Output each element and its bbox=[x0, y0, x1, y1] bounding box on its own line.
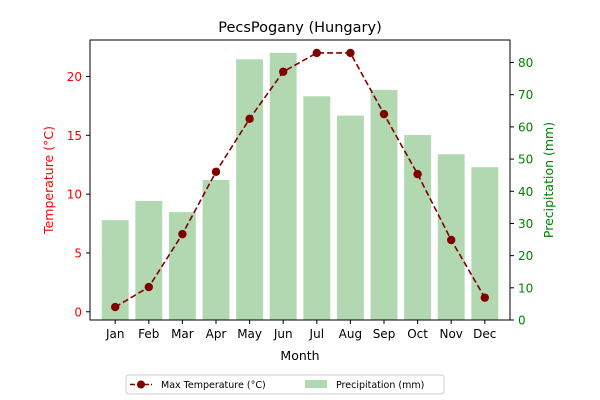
x-tick-label-jul: Jul bbox=[309, 327, 324, 341]
x-tick-label-apr: Apr bbox=[206, 327, 227, 341]
temp-point-aug bbox=[346, 48, 355, 58]
x-tick-label-sep: Sep bbox=[373, 327, 396, 341]
temp-point-may bbox=[245, 114, 254, 124]
right-tick-label: 30 bbox=[518, 217, 533, 231]
precip-bar-aug bbox=[336, 115, 364, 320]
left-y-axis: 0 5 10 15 20 bbox=[67, 70, 90, 319]
legend-label-precipitation: Precipitation (mm) bbox=[336, 380, 424, 391]
x-tick-label-jan: Jan bbox=[105, 327, 125, 341]
legend: Max Temperature (°C) Precipitation (mm) bbox=[125, 374, 445, 395]
precip-bar-jun bbox=[269, 52, 297, 320]
left-y-axis-label: Temperature (°C) bbox=[41, 126, 56, 235]
x-tick-label-aug: Aug bbox=[339, 327, 362, 341]
temp-point-apr bbox=[211, 167, 221, 176]
temp-point-jun bbox=[279, 67, 288, 76]
right-y-axis: 0 10 20 30 40 50 60 70 80 bbox=[510, 56, 533, 328]
right-tick-label: 50 bbox=[518, 153, 533, 167]
left-tick-label: 0 bbox=[74, 305, 82, 319]
temperature-line bbox=[111, 48, 489, 312]
precip-bar-apr bbox=[202, 180, 230, 320]
legend-box bbox=[125, 374, 445, 395]
precipitation-bars bbox=[101, 52, 499, 321]
x-tick-label-feb: Feb bbox=[138, 327, 159, 341]
x-tick-label-oct: Oct bbox=[407, 327, 428, 341]
x-tick-label-mar: Mar bbox=[171, 327, 194, 341]
temp-point-oct bbox=[413, 169, 422, 179]
right-tick-label: 0 bbox=[518, 314, 526, 328]
x-tick-label-may: May bbox=[237, 327, 262, 341]
temp-point-jan bbox=[111, 302, 120, 312]
x-axis-label: Month bbox=[280, 348, 319, 363]
left-tick-label: 5 bbox=[74, 246, 82, 260]
temp-point-jul bbox=[312, 48, 321, 58]
precip-bar-may bbox=[236, 59, 264, 321]
precip-bar-jul bbox=[303, 96, 331, 320]
right-tick-label: 80 bbox=[518, 56, 533, 70]
right-y-axis-label: Precipitation (mm) bbox=[541, 122, 556, 238]
temp-point-nov bbox=[447, 235, 456, 245]
legend-label-temperature: Max Temperature (°C) bbox=[161, 380, 266, 391]
precip-bar-sep bbox=[370, 89, 398, 320]
left-tick-label: 10 bbox=[67, 188, 82, 202]
x-tick-label-dec: Dec bbox=[473, 327, 496, 341]
legend-bar-swatch bbox=[305, 380, 327, 388]
right-tick-label: 70 bbox=[518, 88, 533, 102]
x-tick-label-nov: Nov bbox=[439, 327, 462, 341]
x-tick-label-jun: Jun bbox=[273, 327, 293, 341]
left-tick-label: 15 bbox=[67, 129, 82, 143]
precip-bar-mar bbox=[168, 212, 196, 320]
right-tick-label: 60 bbox=[518, 120, 533, 134]
temp-point-mar bbox=[178, 229, 187, 239]
chart-title: PecsPogany (Hungary) bbox=[218, 20, 381, 36]
x-axis: Jan Feb Mar Apr May Jun Jul Aug Sep Oct Nov Dec bbox=[105, 320, 496, 341]
left-tick-label: 20 bbox=[67, 70, 82, 84]
temp-series-line bbox=[114, 52, 486, 308]
right-tick-label: 10 bbox=[518, 281, 533, 295]
temp-point-sep bbox=[379, 109, 389, 119]
legend-marker-swatch bbox=[137, 380, 145, 389]
precip-bar-feb bbox=[135, 200, 163, 320]
right-tick-label: 40 bbox=[518, 185, 533, 199]
plot-frame bbox=[89, 39, 511, 321]
precip-bar-oct bbox=[404, 134, 432, 320]
temp-point-dec bbox=[480, 293, 489, 302]
right-tick-label: 20 bbox=[518, 249, 533, 263]
temp-point-feb bbox=[144, 282, 153, 292]
